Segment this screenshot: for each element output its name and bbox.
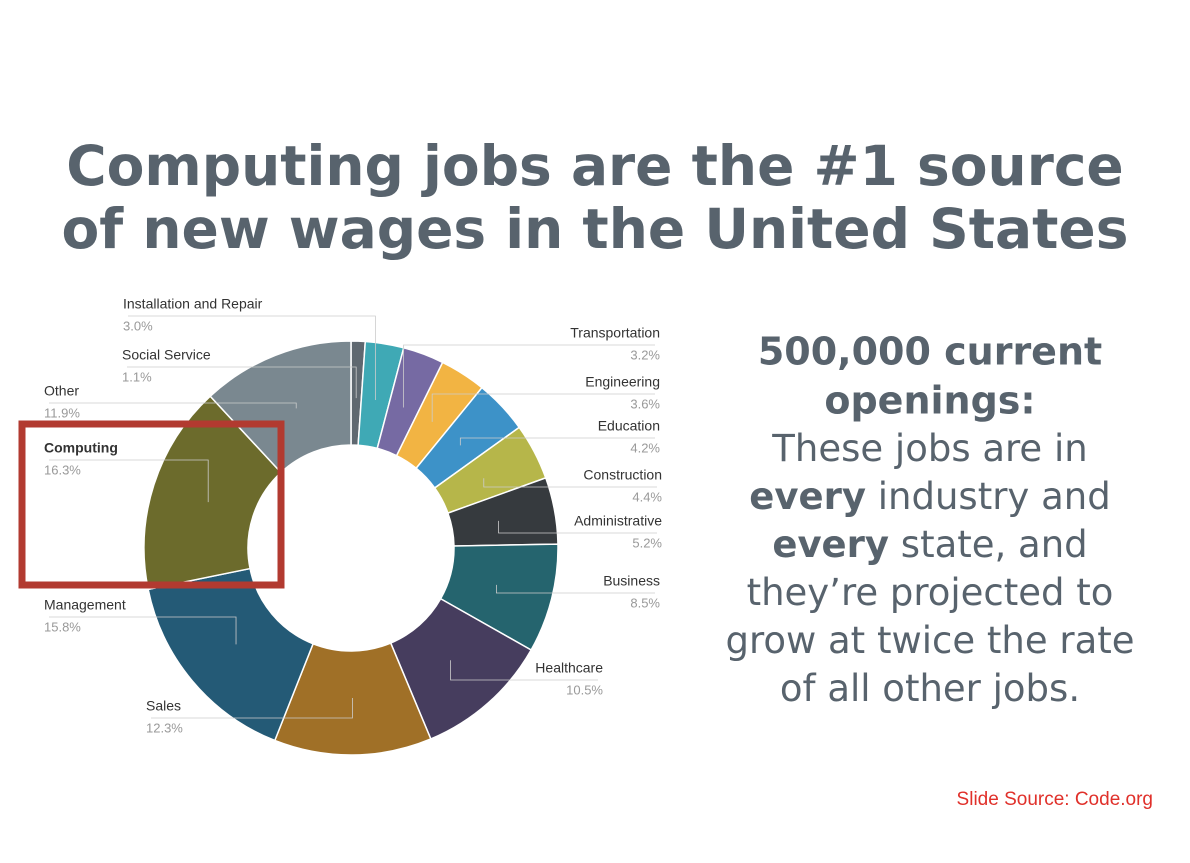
leader-line bbox=[151, 697, 353, 719]
panel-heading: 500,000 current bbox=[758, 330, 1102, 374]
slide-title: of new wages in the United States bbox=[62, 197, 1129, 261]
slice-value-label: 3.0% bbox=[123, 318, 153, 333]
panel-text-segment: every bbox=[749, 475, 866, 518]
slide-title: Computing jobs are the #1 source bbox=[66, 134, 1124, 198]
panel-text-segment: state, and bbox=[889, 523, 1088, 566]
source-note: Slide Source: Code.org bbox=[957, 789, 1153, 810]
leader-line bbox=[128, 315, 376, 400]
slice-label: Education bbox=[598, 418, 660, 434]
panel-text-segment: These jobs are in bbox=[771, 427, 1087, 470]
leader-line bbox=[403, 344, 655, 408]
panel-text: every industry and bbox=[749, 475, 1110, 518]
slice-value-label: 11.9% bbox=[44, 405, 80, 420]
panel-text-segment: industry and bbox=[866, 475, 1111, 518]
panel-heading: openings: bbox=[824, 379, 1035, 423]
slice-value-label: 15.8% bbox=[44, 619, 81, 634]
slice-value-label: 3.2% bbox=[630, 347, 660, 362]
slice-label: Computing bbox=[44, 440, 118, 456]
panel-text: of all other jobs. bbox=[780, 667, 1080, 710]
leader-line bbox=[127, 366, 357, 399]
leader-line bbox=[49, 402, 297, 409]
highlight-box bbox=[18, 420, 285, 589]
leader-line bbox=[459, 437, 655, 446]
panel-text: every state, and bbox=[772, 523, 1087, 566]
slice-value-label: 10.5% bbox=[566, 682, 603, 697]
slice-label: Management bbox=[44, 597, 126, 613]
panel-text-segment: of all other jobs. bbox=[780, 667, 1080, 710]
panel-text-segment: grow at twice the rate bbox=[725, 619, 1134, 662]
leader-line bbox=[496, 584, 655, 594]
slice-label: Administrative bbox=[574, 513, 662, 529]
leader-line bbox=[483, 478, 657, 488]
slice-label: Social Service bbox=[122, 347, 211, 363]
panel-text: These jobs are in bbox=[771, 427, 1087, 470]
donut-slice bbox=[209, 340, 352, 474]
slice-value-label: 16.3% bbox=[44, 462, 81, 477]
slice-value-label: 1.1% bbox=[122, 369, 152, 384]
slice-label: Transportation bbox=[570, 325, 660, 341]
slice-label: Healthcare bbox=[535, 660, 603, 676]
slice-value-label: 12.3% bbox=[146, 720, 183, 735]
slice-value-label: 8.5% bbox=[630, 595, 660, 610]
leader-line bbox=[431, 393, 655, 422]
slice-label: Engineering bbox=[585, 374, 660, 390]
leader-line bbox=[49, 616, 237, 645]
slice-value-label: 4.4% bbox=[632, 489, 662, 504]
panel-text-segment: they’re projected to bbox=[747, 571, 1114, 614]
slice-label: Business bbox=[603, 573, 660, 589]
slice-label: Construction bbox=[583, 467, 662, 483]
slice-label: Installation and Repair bbox=[123, 296, 263, 312]
slice-value-label: 4.2% bbox=[630, 440, 660, 455]
panel-text: grow at twice the rate bbox=[725, 619, 1134, 662]
slice-value-label: 5.2% bbox=[632, 535, 662, 550]
donut-slice bbox=[147, 567, 315, 742]
panel-text-segment: every bbox=[772, 523, 889, 566]
slice-label: Sales bbox=[146, 698, 181, 714]
leader-line bbox=[49, 459, 209, 503]
leader-line bbox=[498, 520, 657, 534]
donut-slice bbox=[143, 395, 283, 591]
leader-line bbox=[450, 660, 598, 681]
leader-lines bbox=[49, 315, 657, 719]
panel-text: they’re projected to bbox=[747, 571, 1114, 614]
slice-label: Other bbox=[44, 383, 79, 399]
slice-value-label: 3.6% bbox=[630, 396, 660, 411]
